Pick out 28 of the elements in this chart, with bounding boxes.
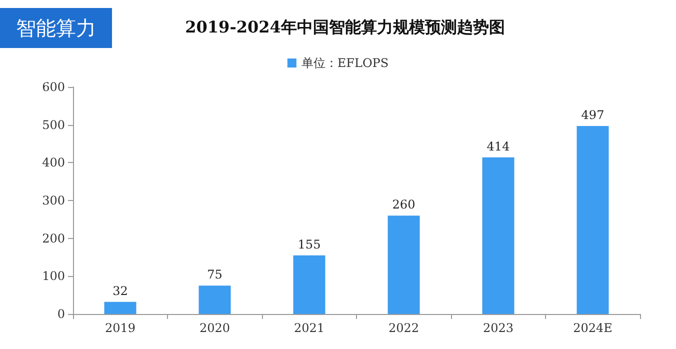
data-label: 260 bbox=[392, 198, 416, 212]
data-label: 155 bbox=[298, 237, 321, 252]
y-tick-label: 300 bbox=[42, 194, 65, 208]
y-tick-label: 400 bbox=[42, 156, 65, 170]
data-label: 497 bbox=[581, 108, 604, 122]
data-label: 32 bbox=[112, 284, 128, 298]
y-tick-label: 100 bbox=[42, 269, 65, 284]
y-tick-label: 600 bbox=[42, 80, 65, 94]
bar bbox=[104, 302, 136, 314]
x-tick-label: 2019 bbox=[104, 321, 136, 335]
x-tick-label: 2024E bbox=[573, 321, 612, 335]
data-label: 414 bbox=[486, 139, 510, 154]
x-tick-label: 2023 bbox=[482, 321, 514, 335]
bar bbox=[293, 255, 326, 314]
data-label: 75 bbox=[207, 268, 222, 282]
bar bbox=[198, 286, 231, 314]
x-tick-label: 2021 bbox=[294, 321, 325, 335]
x-tick-label: 2022 bbox=[388, 321, 420, 335]
bar bbox=[388, 216, 420, 314]
y-tick-label: 200 bbox=[42, 231, 65, 246]
legend-label: 单位：EFLOPS bbox=[301, 56, 389, 70]
x-tick-label: 2020 bbox=[199, 321, 230, 335]
y-tick-label: 0 bbox=[57, 307, 65, 321]
chart-title: 2019-2024年中国智能算力规模预测趋势图 bbox=[185, 18, 505, 36]
bar bbox=[576, 126, 609, 314]
y-tick-label: 500 bbox=[42, 118, 65, 132]
text: 智能算力 bbox=[16, 16, 96, 40]
bar bbox=[482, 157, 514, 314]
